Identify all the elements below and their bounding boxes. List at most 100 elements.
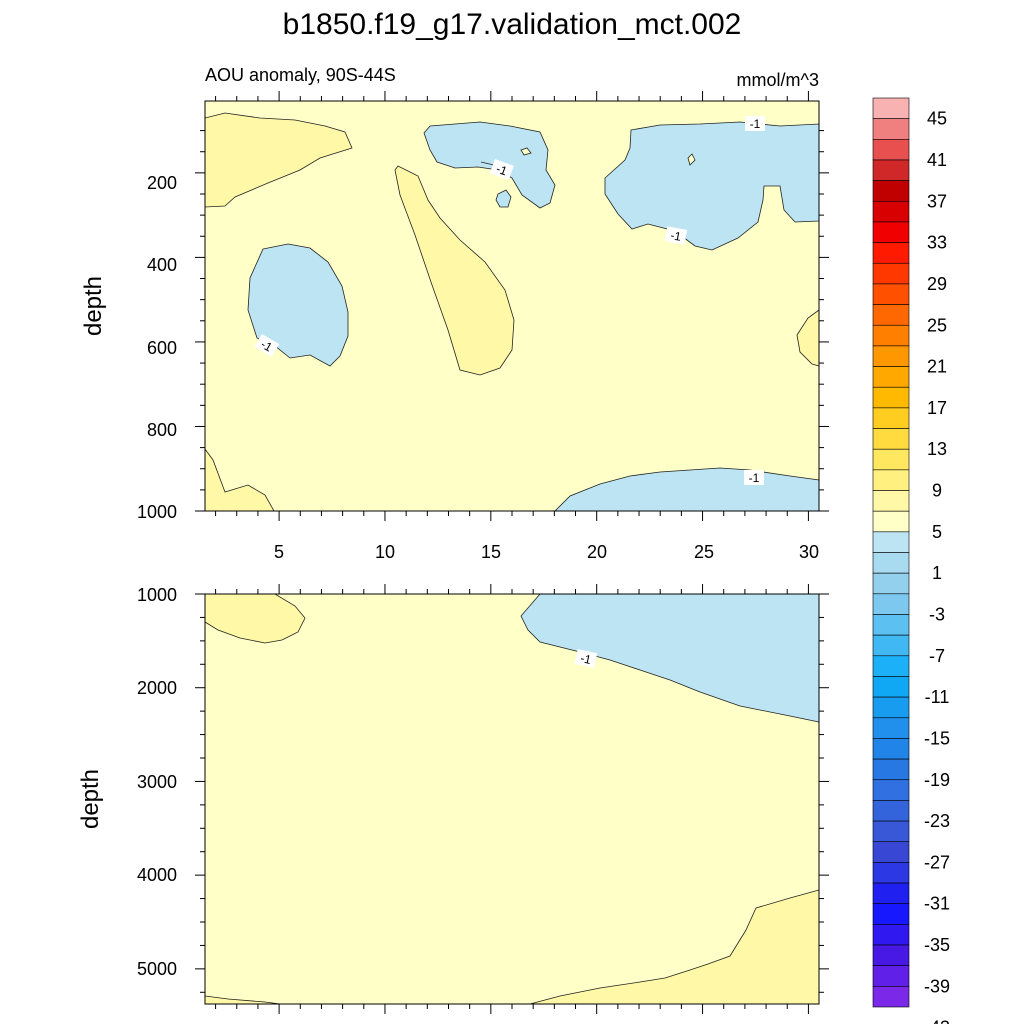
colorbar-box — [872, 200, 910, 223]
lower-panel: -1 1000 2000 3000 4000 5000 depth — [77, 584, 829, 1014]
colorbar-box — [872, 820, 910, 843]
colorbar-label: 9 — [932, 481, 942, 501]
lower-positive-region — [204, 593, 306, 644]
upper-negative-region — [604, 121, 820, 251]
colorbar-box — [872, 180, 910, 202]
colorbar-box — [872, 510, 910, 533]
y-tick-label: 600 — [147, 338, 177, 358]
y-tick-label: 3000 — [137, 772, 177, 792]
colorbar-box — [872, 634, 910, 657]
colorbar-label: 29 — [927, 274, 947, 294]
contour-label-box — [744, 470, 764, 485]
colorbar-box — [872, 758, 910, 781]
contour-label-box — [745, 116, 765, 131]
x-tick-label: 30 — [799, 542, 819, 562]
x-tick-label: 5 — [274, 542, 284, 562]
colorbar-label: -39 — [924, 976, 950, 996]
colorbar-box — [872, 428, 910, 450]
colorbar-box — [872, 924, 910, 946]
colorbar-box — [872, 862, 910, 884]
lower-ticks — [195, 584, 829, 1014]
x-tick-label: 20 — [587, 542, 607, 562]
x-tick-label: 15 — [481, 542, 501, 562]
colorbar-box — [872, 676, 910, 698]
colorbar-label: 25 — [927, 315, 947, 335]
colorbar-box — [872, 221, 910, 243]
contour-label: -1 — [579, 651, 593, 667]
colorbar-box — [872, 324, 910, 347]
colorbar-box — [872, 696, 910, 719]
contour-label: -1 — [749, 471, 760, 485]
colorbar-label: -23 — [924, 811, 950, 831]
contour-label-box — [254, 333, 280, 357]
x-tick-label: 25 — [694, 542, 714, 562]
colorbar-label: 5 — [932, 522, 942, 542]
colorbar-box — [872, 841, 910, 863]
colorbar-box — [872, 572, 910, 595]
colorbar-box — [872, 139, 910, 161]
y-tick-label: 1000 — [137, 502, 177, 522]
colorbar-label: 33 — [927, 233, 947, 253]
colorbar-box — [872, 965, 910, 987]
colorbar-box — [872, 283, 910, 305]
colorbar-label: -27 — [924, 852, 950, 872]
upper-ticks — [195, 91, 829, 521]
colorbar-box — [872, 738, 910, 760]
colorbar-box — [872, 779, 910, 801]
colorbar-label: -7 — [929, 646, 945, 666]
colorbar-box — [872, 882, 910, 905]
colorbar-label: 37 — [927, 191, 947, 211]
y-tick-label: 5000 — [137, 959, 177, 979]
colorbar-label: -31 — [924, 894, 950, 914]
lower-y-axis-label: depth — [77, 769, 104, 829]
colorbar-label: -19 — [924, 770, 950, 790]
upper-y-tick-labels: 200 400 600 800 1000 — [137, 173, 177, 522]
colorbar-box — [872, 655, 910, 677]
colorbar-box — [872, 242, 910, 264]
colorbar-label: -15 — [924, 728, 950, 748]
y-tick-label: 800 — [147, 420, 177, 440]
contour-label-box — [664, 226, 688, 245]
y-tick-label: 200 — [147, 173, 177, 193]
colorbar-box — [872, 366, 910, 388]
colorbar-box — [872, 386, 910, 409]
colorbar-label: 17 — [927, 398, 947, 418]
colorbar-label: 21 — [927, 357, 947, 377]
colorbar-box — [872, 986, 910, 1008]
colorbar-label: 45 — [927, 109, 947, 129]
colorbar-box — [872, 159, 910, 181]
colorbar-label: -43 — [924, 1018, 950, 1024]
colorbar-label: -3 — [929, 604, 945, 624]
colorbar-box — [872, 490, 910, 512]
upper-left-label: AOU anomaly, 90S-44S — [205, 65, 396, 85]
colorbar-box — [872, 97, 910, 119]
lower-positive-region — [529, 889, 820, 1005]
colorbar-label: 41 — [927, 150, 947, 170]
y-tick-label: 4000 — [137, 865, 177, 885]
colorbar-box — [872, 717, 910, 739]
colorbar-label: 1 — [932, 563, 942, 583]
colorbar-box — [872, 531, 910, 553]
contour-label: -1 — [669, 228, 682, 244]
upper-x-tick-labels: 5 10 15 20 25 30 — [274, 542, 819, 562]
upper-negative-region — [247, 243, 349, 367]
lower-contour-labels: -1 — [574, 649, 598, 668]
upper-y-axis-label: depth — [80, 276, 107, 336]
upper-background-island — [687, 153, 696, 166]
colorbar-box — [872, 262, 910, 285]
contour-label-box — [574, 649, 598, 668]
upper-panel: AOU anomaly, 90S-44S mmol/m^3 -1 -1 -1 -… — [80, 65, 829, 562]
colorbar-box — [872, 944, 910, 966]
colorbar-box — [872, 903, 910, 925]
colorbar-box — [872, 118, 910, 140]
colorbar-boxes — [872, 97, 910, 1008]
colorbar-label: -35 — [924, 935, 950, 955]
upper-negative-region — [495, 189, 512, 208]
figure-title: b1850.f19_g17.validation_mct.002 — [283, 8, 742, 41]
colorbar-box — [872, 345, 910, 367]
colorbar-label: 13 — [927, 439, 947, 459]
colorbar-box — [872, 448, 910, 471]
contour-label-box — [489, 159, 514, 180]
y-tick-label: 1000 — [137, 585, 177, 605]
